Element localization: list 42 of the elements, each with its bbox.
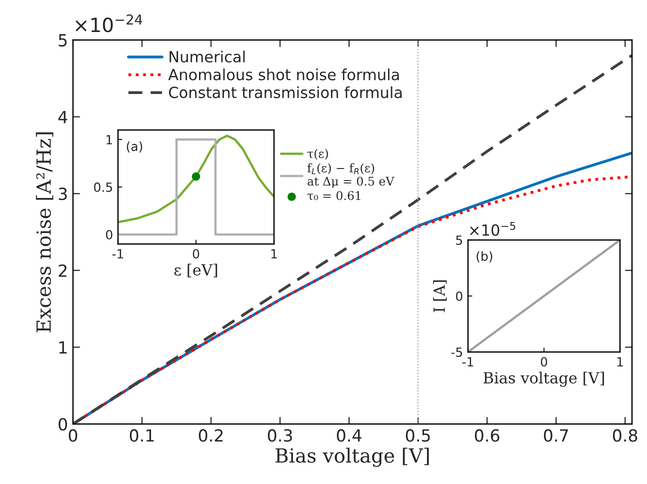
y-tick-label: 0 [106, 230, 112, 240]
x-tick-label: 0 [540, 357, 548, 367]
legend-label: Anomalous shot noise formula [168, 68, 399, 80]
y-axis-title: Excess noise [A²/Hz] [36, 132, 54, 332]
x-tick-label: 0.5 [406, 429, 430, 442]
legend-label: τ₀ = 0.61 [308, 191, 360, 200]
text: ×10$^{−24}$ [76, 14, 142, 32]
x-tick-label: -1 [112, 249, 124, 258]
y-tick-label: 0 [58, 418, 68, 431]
x-tick-label: 1 [617, 357, 623, 366]
y-tick-label: 1 [106, 135, 112, 144]
legend-label: Constant transmission formula [168, 86, 402, 98]
y-tick-label: 1 [59, 341, 67, 354]
y-tick-label: 3 [58, 188, 67, 200]
y-tick-label: -5 [451, 348, 462, 357]
y-tick-label: 5 [58, 34, 67, 47]
x-tick-label: 0.2 [198, 429, 223, 442]
x-tick-label: 0.7 [544, 429, 568, 442]
y-axis-title: I [A] [433, 280, 447, 312]
x-tick-label: 0.3 [268, 429, 292, 442]
y-tick-label: 0.5 [94, 182, 112, 192]
x-tick-label: 0.1 [130, 429, 154, 442]
y-tick-label: 2 [58, 264, 66, 277]
annotation: (b) [476, 251, 492, 262]
x-tick-label: 0.4 [336, 429, 362, 442]
annotation: ×10$^{−5}$ [470, 222, 516, 236]
legend-label: τ(ε) [308, 148, 328, 160]
y-tick-label: 0 [456, 291, 462, 301]
x-axis-title: ε [eV] [174, 264, 218, 278]
x-tick-label: 0 [192, 249, 200, 259]
x-axis-title: Bias voltage [V] [276, 448, 429, 467]
x-tick-label: 0.8 [612, 429, 638, 442]
y-tick-label: 4 [58, 110, 68, 124]
x-axis-title: Bias voltage [V] [484, 372, 604, 387]
legend-label: Numerical [170, 50, 245, 63]
annotation: (a) [126, 141, 142, 153]
y-tick-label: 5 [456, 236, 462, 245]
line-series [118, 134, 274, 224]
x-tick-label: -1 [462, 357, 474, 366]
x-tick-label: 0.6 [474, 429, 500, 442]
x-tick-label: 1 [271, 249, 277, 258]
x-tick-label: 0 [68, 429, 78, 442]
